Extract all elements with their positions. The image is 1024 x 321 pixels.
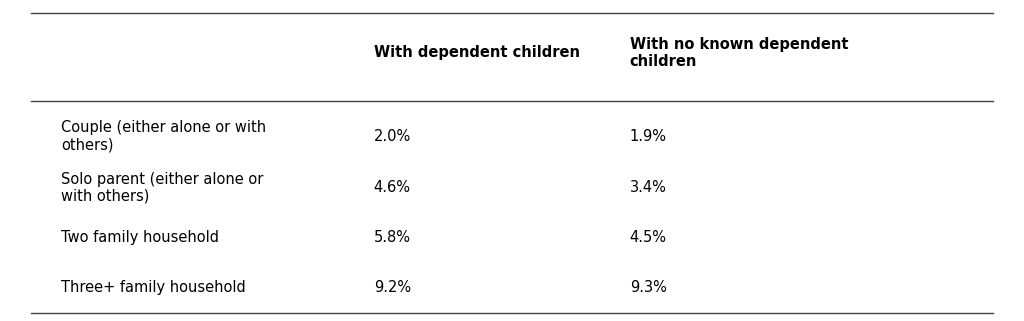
- Text: 4.6%: 4.6%: [374, 180, 411, 195]
- Text: 2.0%: 2.0%: [374, 129, 411, 144]
- Text: Couple (either alone or with
others): Couple (either alone or with others): [61, 120, 266, 152]
- Text: 9.3%: 9.3%: [630, 280, 667, 295]
- Text: 9.2%: 9.2%: [374, 280, 411, 295]
- Text: 5.8%: 5.8%: [374, 230, 411, 245]
- Text: With dependent children: With dependent children: [374, 46, 580, 60]
- Text: Solo parent (either alone or
with others): Solo parent (either alone or with others…: [61, 172, 264, 204]
- Text: Two family household: Two family household: [61, 230, 219, 245]
- Text: 1.9%: 1.9%: [630, 129, 667, 144]
- Text: With no known dependent
children: With no known dependent children: [630, 37, 848, 69]
- Text: Three+ family household: Three+ family household: [61, 280, 246, 295]
- Text: 3.4%: 3.4%: [630, 180, 667, 195]
- Text: 4.5%: 4.5%: [630, 230, 667, 245]
